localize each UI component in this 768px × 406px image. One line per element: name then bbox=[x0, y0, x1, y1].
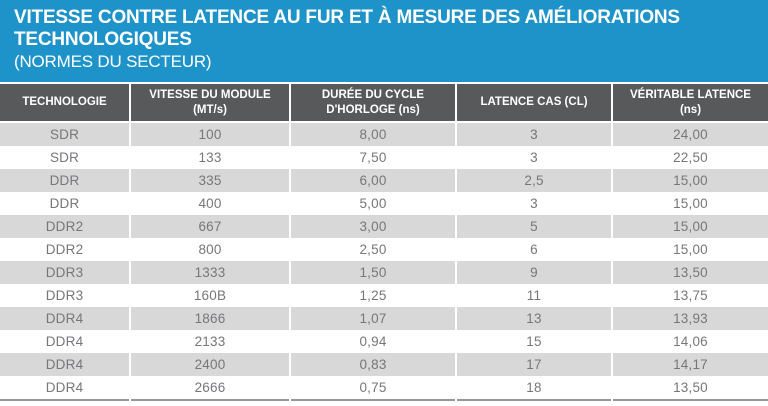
page-title: VITESSE CONTRE LATENCE AU FUR ET À MESUR… bbox=[14, 7, 680, 50]
table-cell: 14,06 bbox=[611, 330, 768, 353]
table-cell: 667 bbox=[129, 215, 290, 238]
table-cell: 2133 bbox=[129, 330, 290, 353]
table-cell: 5 bbox=[455, 215, 612, 238]
table-cell: 9 bbox=[455, 261, 612, 284]
table-cell: 1,07 bbox=[289, 307, 456, 330]
table-cell: DDR3 bbox=[0, 284, 130, 307]
table-cell: 15 bbox=[455, 330, 612, 353]
table-cell: 800 bbox=[129, 238, 290, 261]
table-row: DDR4 2400 0,83 17 14,17 bbox=[0, 353, 768, 376]
table-cell: 8,00 bbox=[289, 122, 456, 146]
table-cell: DDR3 bbox=[0, 261, 130, 284]
column-header-technologie: TECHNOLOGIE bbox=[0, 84, 130, 123]
table-cell: 3,00 bbox=[289, 215, 456, 238]
table-cell: 17 bbox=[455, 353, 612, 376]
table-cell: 11 bbox=[455, 284, 612, 307]
table-cell: 6 bbox=[455, 238, 612, 261]
table-cell: DDR4 bbox=[0, 353, 130, 376]
latency-table: TECHNOLOGIE VITESSE DU MODULE (MT/s) DUR… bbox=[0, 84, 768, 401]
table-cell: 13 bbox=[455, 307, 612, 330]
table-cell: 6,00 bbox=[289, 169, 456, 192]
table-cell: 13,93 bbox=[611, 307, 768, 330]
table-cell: 335 bbox=[129, 169, 290, 192]
column-header-veritable-latence: VÉRITABLE LATENCE (ns) bbox=[611, 84, 768, 123]
page-subtitle: (NORMES DU SECTEUR) bbox=[14, 52, 212, 71]
table-cell: 18 bbox=[455, 376, 612, 400]
table-row: DDR2 667 3,00 5 15,00 bbox=[0, 215, 768, 238]
table-row: SDR 100 8,00 3 24,00 bbox=[0, 122, 768, 146]
table-cell: 2,5 bbox=[455, 169, 612, 192]
table-cell: 7,50 bbox=[289, 146, 456, 169]
column-header-vitesse-module: VITESSE DU MODULE (MT/s) bbox=[129, 84, 290, 123]
table-cell: 2,50 bbox=[289, 238, 456, 261]
table-cell: 15,00 bbox=[611, 215, 768, 238]
column-header-latence-cas: LATENCE CAS (CL) bbox=[455, 84, 612, 123]
table-row: DDR2 800 2,50 6 15,00 bbox=[0, 238, 768, 261]
table-cell: DDR4 bbox=[0, 307, 130, 330]
table-cell: DDR bbox=[0, 169, 130, 192]
table-cell: 22,50 bbox=[611, 146, 768, 169]
table-cell: 13,50 bbox=[611, 261, 768, 284]
table-cell: 1866 bbox=[129, 307, 290, 330]
table-cell: 2666 bbox=[129, 376, 290, 400]
table-header: TECHNOLOGIE VITESSE DU MODULE (MT/s) DUR… bbox=[0, 84, 768, 123]
table-cell: 133 bbox=[129, 146, 290, 169]
table-row: DDR 400 5,00 3 15,00 bbox=[0, 192, 768, 215]
table-cell: 1333 bbox=[129, 261, 290, 284]
table-cell: 15,00 bbox=[611, 238, 768, 261]
table-cell: 3 bbox=[455, 192, 612, 215]
table-cell: 0,83 bbox=[289, 353, 456, 376]
table-cell: 3 bbox=[455, 122, 612, 146]
table-body: SDR 100 8,00 3 24,00 SDR 133 7,50 3 22,50 DDR 335 6,… bbox=[0, 122, 768, 400]
table-cell: DDR4 bbox=[0, 330, 130, 353]
table-cell: 14,17 bbox=[611, 353, 768, 376]
table-cell: 13,50 bbox=[611, 376, 768, 400]
table-cell: 15,00 bbox=[611, 192, 768, 215]
table-cell: 5,00 bbox=[289, 192, 456, 215]
table-row: DDR3 1333 1,50 9 13,50 bbox=[0, 261, 768, 284]
table-cell: 100 bbox=[129, 122, 290, 146]
table-cell: 1,50 bbox=[289, 261, 456, 284]
table-row: DDR 335 6,00 2,5 15,00 bbox=[0, 169, 768, 192]
table-cell: DDR bbox=[0, 192, 130, 215]
table-cell: 400 bbox=[129, 192, 290, 215]
table-row: DDR3 160B 1,25 11 13,75 bbox=[0, 284, 768, 307]
table-cell: 2400 bbox=[129, 353, 290, 376]
table-cell: DDR2 bbox=[0, 215, 130, 238]
table-row: DDR4 1866 1,07 13 13,93 bbox=[0, 307, 768, 330]
table-cell: DDR2 bbox=[0, 238, 130, 261]
table-cell: DDR4 bbox=[0, 376, 130, 400]
table-cell: 0,75 bbox=[289, 376, 456, 400]
table-cell: 24,00 bbox=[611, 122, 768, 146]
column-header-duree-cycle: DURÉE DU CYCLE D'HORLOGE (ns) bbox=[289, 84, 456, 123]
table-cell: 3 bbox=[455, 146, 612, 169]
table-row: SDR 133 7,50 3 22,50 bbox=[0, 146, 768, 169]
table-cell: 160B bbox=[129, 284, 290, 307]
table-cell: 15,00 bbox=[611, 169, 768, 192]
table-cell: SDR bbox=[0, 146, 130, 169]
table-row: DDR4 2666 0,75 18 13,50 bbox=[0, 376, 768, 400]
table-cell: SDR bbox=[0, 122, 130, 146]
table-cell: 1,25 bbox=[289, 284, 456, 307]
table-cell: 13,75 bbox=[611, 284, 768, 307]
table-header-row: TECHNOLOGIE VITESSE DU MODULE (MT/s) DUR… bbox=[0, 84, 768, 123]
table-row: DDR4 2133 0,94 15 14,06 bbox=[0, 330, 768, 353]
table-cell: 0,94 bbox=[289, 330, 456, 353]
title-banner: VITESSE CONTRE LATENCE AU FUR ET À MESUR… bbox=[0, 0, 768, 82]
